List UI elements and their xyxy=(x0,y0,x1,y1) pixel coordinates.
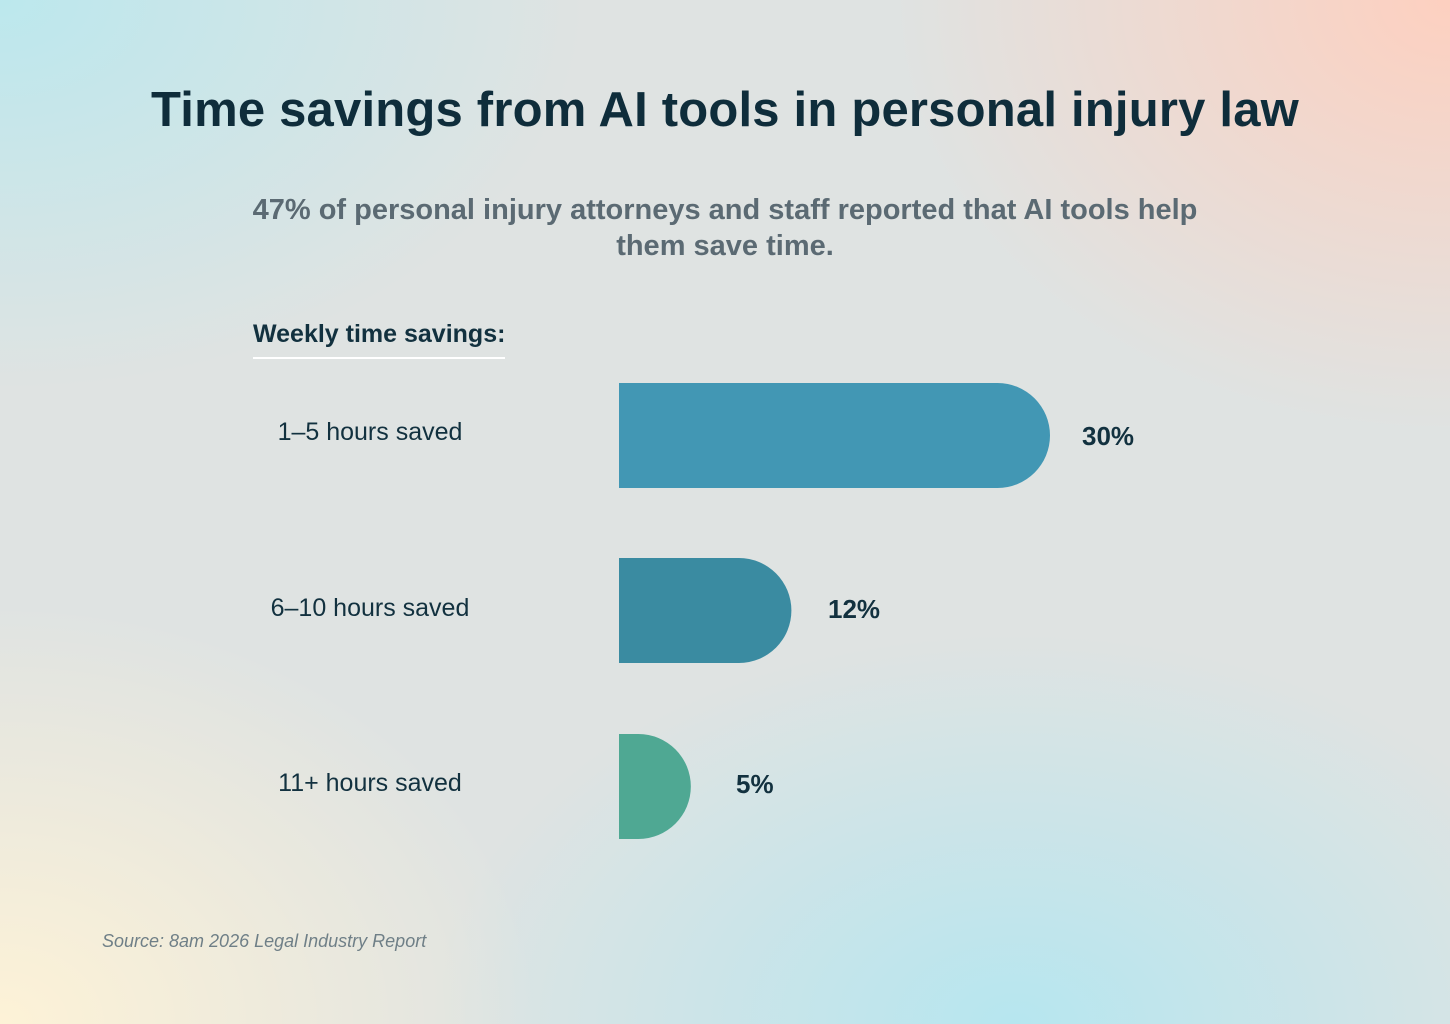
bar-1 xyxy=(619,383,1050,488)
value-label-1: 30% xyxy=(1082,421,1135,451)
chart-subtitle: 47% of personal injury attorneys and sta… xyxy=(252,194,1198,262)
chart-title: Time savings from AI tools in personal i… xyxy=(151,83,1299,137)
category-label-1: 1–5 hours saved xyxy=(277,418,463,446)
value-label-2: 12% xyxy=(828,594,881,624)
source-note: Source: 8am 2026 Legal Industry Report xyxy=(102,931,427,951)
section-label: Weekly time savings: xyxy=(253,320,506,359)
category-label-3: 11+ hours saved xyxy=(278,769,462,797)
value-label-3: 5% xyxy=(736,769,774,799)
category-label-2: 6–10 hours saved xyxy=(270,594,470,622)
bar-2 xyxy=(619,558,792,663)
bar-3 xyxy=(619,734,691,839)
